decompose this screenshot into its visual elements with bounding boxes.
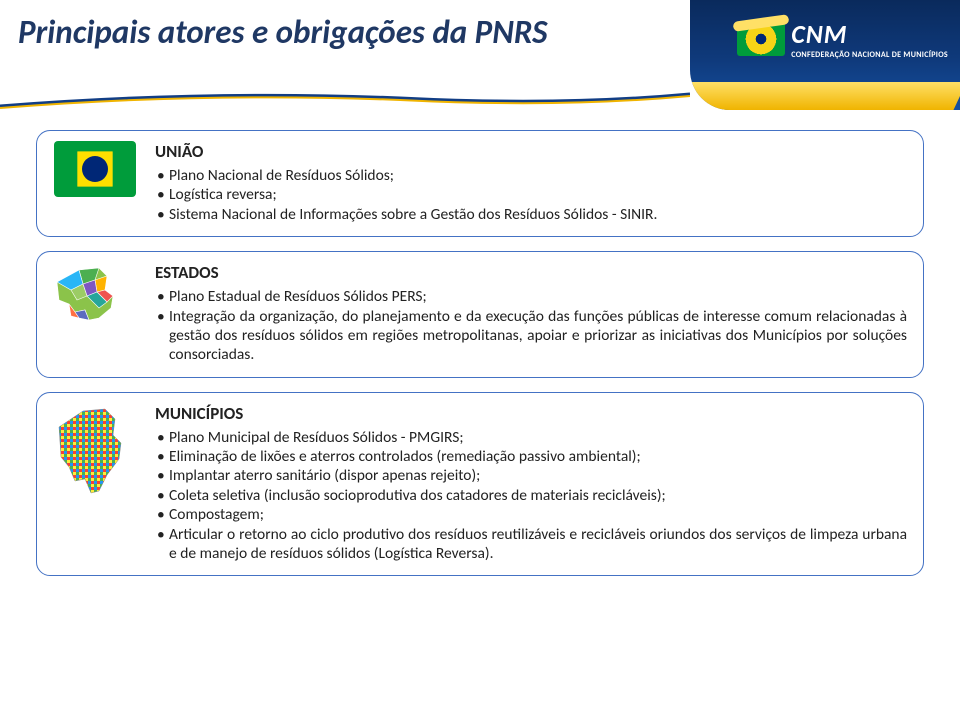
logo-acronym: CNM: [791, 18, 948, 50]
uniao-body: UNIÃO Plano Nacional de Resíduos Sólidos…: [155, 141, 907, 224]
estados-title: ESTADOS: [155, 262, 907, 283]
list-item: Coleta seletiva (inclusão socioprodutiva…: [157, 486, 907, 505]
municipios-body: MUNICÍPIOS Plano Municipal de Resíduos S…: [155, 403, 907, 564]
brand-logo-area: CNM CONFEDERAÇÃO NACIONAL DE MUNICÍPIOS: [690, 0, 960, 110]
uniao-title: UNIÃO: [155, 141, 907, 162]
section-estados: ESTADOS Plano Estadual de Resíduos Sólid…: [36, 251, 924, 378]
list-item: Plano Nacional de Resíduos Sólidos;: [157, 166, 907, 185]
list-item: Eliminação de lixões e aterros controlad…: [157, 447, 907, 466]
estados-map-icon: [47, 262, 143, 324]
list-item: Plano Municipal de Resíduos Sólidos - PM…: [157, 428, 907, 447]
page-title: Principais atores e obrigações da PNRS: [0, 0, 690, 52]
list-item: Integração da organização, do planejamen…: [157, 307, 907, 365]
estados-bullets: Plano Estadual de Resíduos Sólidos PERS;…: [155, 287, 907, 365]
section-municipios: MUNICÍPIOS Plano Municipal de Resíduos S…: [36, 392, 924, 577]
logo-text: CNM CONFEDERAÇÃO NACIONAL DE MUNICÍPIOS: [791, 18, 948, 60]
section-uniao: UNIÃO Plano Nacional de Resíduos Sólidos…: [36, 130, 924, 237]
list-item: Compostagem;: [157, 505, 907, 524]
list-item: Plano Estadual de Resíduos Sólidos PERS;: [157, 287, 907, 306]
municipios-bullets: Plano Municipal de Resíduos Sólidos - PM…: [155, 428, 907, 564]
municipios-map-icon: [47, 403, 143, 503]
content-area: UNIÃO Plano Nacional de Resíduos Sólidos…: [0, 120, 960, 576]
list-item: Sistema Nacional de Informações sobre a …: [157, 205, 907, 224]
brazil-flag-map-icon: [54, 141, 136, 197]
brazil-flag-icon: [737, 22, 785, 56]
list-item: Implantar aterro sanitário (dispor apena…: [157, 466, 907, 485]
uniao-map-icon: [47, 141, 143, 197]
ribbon-decoration: [690, 82, 960, 110]
header-curve-decoration: [0, 88, 690, 110]
list-item: Logística reversa;: [157, 185, 907, 204]
municipios-title: MUNICÍPIOS: [155, 403, 907, 424]
cnm-logo: CNM CONFEDERAÇÃO NACIONAL DE MUNICÍPIOS: [737, 18, 948, 60]
uniao-bullets: Plano Nacional de Resíduos Sólidos; Logí…: [155, 166, 907, 224]
slide-header: Principais atores e obrigações da PNRS C…: [0, 0, 960, 120]
list-item: Articular o retorno ao ciclo produtivo d…: [157, 525, 907, 564]
logo-full: CONFEDERAÇÃO NACIONAL DE MUNICÍPIOS: [791, 50, 948, 60]
estados-body: ESTADOS Plano Estadual de Resíduos Sólid…: [155, 262, 907, 365]
